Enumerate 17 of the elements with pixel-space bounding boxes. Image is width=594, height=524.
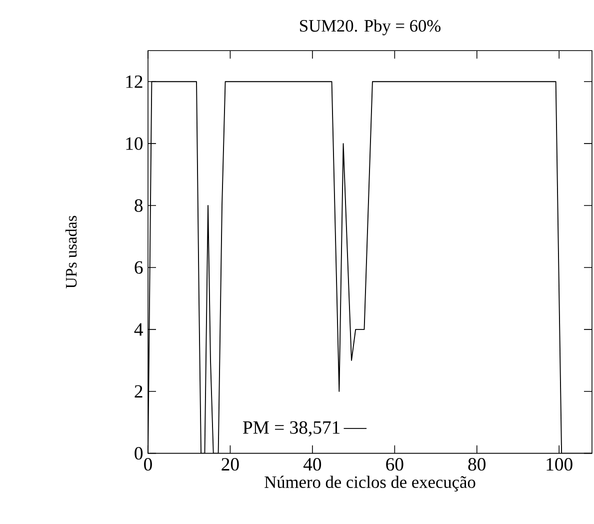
y-axis-title: UPs usadas — [65, 216, 77, 288]
x-axis-title: Número de ciclos de execução — [264, 476, 476, 492]
y-tick-label: 8 — [134, 199, 143, 212]
x-tick-label: 80 — [468, 458, 486, 471]
x-tick-label: 100 — [546, 458, 572, 471]
legend-label: PM = 38,571 — [243, 421, 340, 437]
y-tick-label: 2 — [134, 385, 142, 398]
y-tick-label: 10 — [126, 137, 143, 150]
x-tick-label: 40 — [303, 458, 322, 471]
chart-title: SUM20. Pby = 60% — [300, 20, 440, 36]
y-tick-label: 6 — [134, 261, 143, 274]
x-tick-label: 0 — [144, 458, 152, 471]
y-tick-label: 4 — [134, 323, 144, 336]
x-tick-label: 60 — [386, 458, 404, 471]
x-tick-label: 20 — [222, 458, 239, 471]
y-tick-label: 0 — [134, 447, 143, 460]
y-tick-label: 12 — [126, 75, 142, 88]
